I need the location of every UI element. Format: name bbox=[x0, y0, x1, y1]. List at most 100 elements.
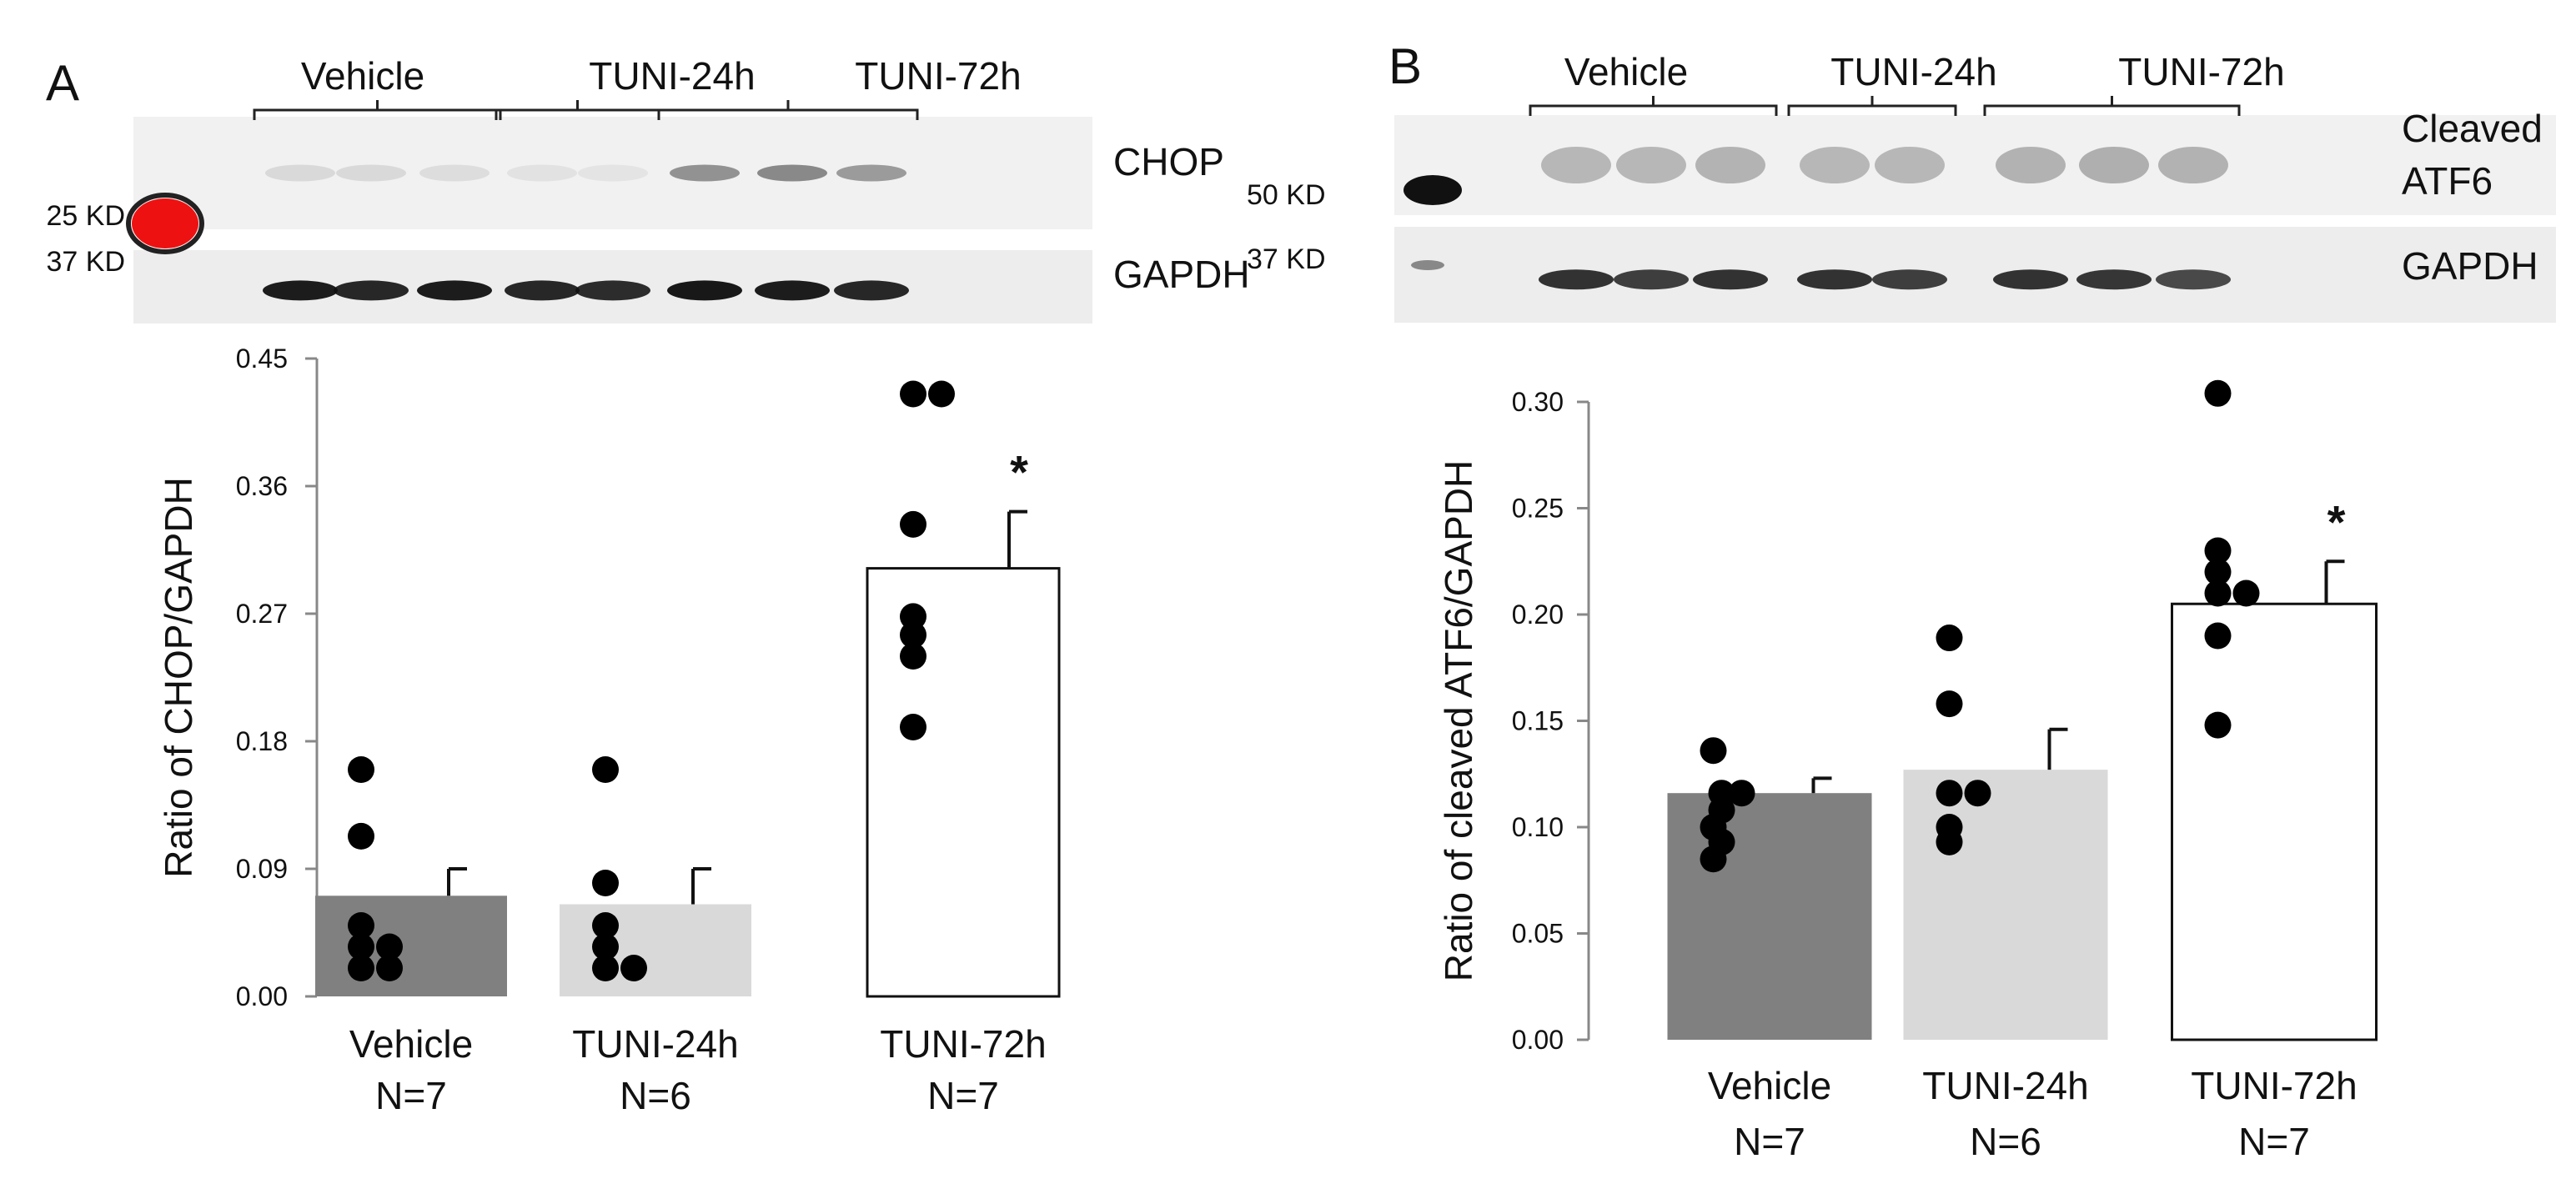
panel-letter: A bbox=[46, 55, 79, 111]
group-bracket bbox=[1529, 104, 1778, 116]
target-protein-label: ATF6 bbox=[2402, 159, 2493, 203]
loading-band bbox=[1797, 269, 1872, 290]
data-point bbox=[592, 912, 619, 939]
loading-band bbox=[575, 280, 650, 301]
loading-band bbox=[755, 280, 830, 301]
x-category-label: TUNI-24h bbox=[572, 1022, 738, 1066]
x-category-label: TUNI-24h bbox=[1922, 1064, 2088, 1107]
data-point bbox=[2204, 622, 2232, 650]
target-band bbox=[419, 164, 490, 182]
y-tick-label: 0.25 bbox=[1512, 494, 1564, 524]
sample-size-label: N=6 bbox=[620, 1074, 691, 1117]
ladder-marker-outline bbox=[126, 193, 204, 254]
loading-band bbox=[1693, 269, 1768, 290]
data-point bbox=[1728, 780, 1755, 807]
data-point bbox=[900, 643, 926, 670]
ladder-marker-band bbox=[1403, 175, 1462, 205]
data-point bbox=[2204, 559, 2232, 585]
y-tick-label: 0.15 bbox=[1512, 706, 1564, 736]
data-point bbox=[1964, 780, 1991, 807]
data-point bbox=[348, 822, 374, 850]
significance-marker: * bbox=[2327, 495, 2346, 548]
data-point bbox=[1936, 625, 1963, 652]
sample-size-label: N=7 bbox=[2238, 1120, 2310, 1163]
data-point bbox=[2204, 537, 2232, 564]
data-point bbox=[348, 933, 374, 961]
data-point bbox=[900, 510, 926, 538]
data-point bbox=[1700, 737, 1727, 765]
target-band bbox=[670, 164, 740, 182]
loading-band bbox=[1872, 269, 1947, 290]
target-blot-strip bbox=[1394, 115, 2556, 215]
data-point bbox=[348, 955, 374, 981]
panel-b: B Vehicle TUNI-24h TUNI-72h Cleaved ATF6 GAPDH… bbox=[1247, 38, 2556, 1163]
y-tick-label: 0.27 bbox=[236, 599, 288, 629]
target-band bbox=[578, 164, 648, 182]
y-tick-label: 0.30 bbox=[1512, 387, 1564, 417]
target-band bbox=[1800, 147, 1870, 183]
data-point bbox=[1700, 845, 1727, 873]
target-protein-label: Cleaved bbox=[2402, 107, 2543, 150]
data-point bbox=[348, 912, 374, 939]
data-point bbox=[900, 380, 926, 408]
target-mw-marker: 50 KD bbox=[1247, 179, 1326, 211]
y-tick-label: 0.20 bbox=[1512, 600, 1564, 630]
data-point bbox=[2204, 711, 2232, 739]
target-band bbox=[836, 164, 906, 182]
x-category-label: TUNI-72h bbox=[880, 1022, 1046, 1066]
data-point bbox=[2204, 379, 2232, 407]
data-point bbox=[592, 756, 619, 783]
data-point bbox=[592, 955, 619, 981]
data-point bbox=[900, 714, 926, 740]
loading-mw-marker: 37 KD bbox=[1247, 243, 1326, 275]
y-axis-label: Ratio of cleaved ATF6/GAPDH bbox=[1437, 460, 1480, 982]
loading-mw-marker: 37 KD bbox=[47, 246, 126, 278]
blot-group-label: TUNI-24h bbox=[1830, 50, 1996, 93]
y-tick-label: 0.45 bbox=[236, 344, 288, 374]
x-category-label: Vehicle bbox=[349, 1022, 473, 1066]
data-point bbox=[928, 380, 955, 408]
loading-band bbox=[505, 280, 580, 301]
target-band bbox=[336, 164, 406, 182]
bar bbox=[560, 904, 751, 996]
loading-control-label: GAPDH bbox=[1113, 253, 1250, 296]
sample-size-label: N=7 bbox=[375, 1074, 447, 1117]
sample-size-label: N=6 bbox=[1970, 1120, 2041, 1163]
target-mw-marker: 25 KD bbox=[47, 200, 126, 232]
loading-band bbox=[2076, 269, 2152, 290]
sample-size-label: N=7 bbox=[927, 1074, 999, 1117]
target-blot-strip bbox=[133, 117, 1092, 229]
y-axis-label: Ratio of CHOP/GAPDH bbox=[157, 477, 200, 878]
y-tick-label: 0.09 bbox=[236, 854, 288, 884]
target-band bbox=[507, 164, 577, 182]
data-point bbox=[2232, 579, 2260, 607]
loading-band bbox=[263, 280, 338, 301]
y-tick-label: 0.00 bbox=[1512, 1025, 1564, 1055]
blot-group-label: Vehicle bbox=[1564, 50, 1688, 93]
bar bbox=[1667, 793, 1872, 1040]
target-band bbox=[265, 164, 335, 182]
target-band bbox=[1875, 147, 1945, 183]
loading-band bbox=[334, 280, 409, 301]
data-point bbox=[376, 933, 403, 961]
bar bbox=[315, 896, 507, 996]
target-band bbox=[1616, 147, 1686, 183]
loading-band bbox=[2156, 269, 2231, 290]
x-category-label: TUNI-72h bbox=[2191, 1064, 2357, 1107]
bar bbox=[2171, 602, 2378, 1041]
bar bbox=[866, 567, 1061, 998]
target-band bbox=[2158, 147, 2228, 183]
y-tick-label: 0.36 bbox=[236, 471, 288, 501]
group-bracket bbox=[1787, 104, 1957, 116]
loading-band bbox=[417, 280, 492, 301]
group-bracket bbox=[1983, 104, 2241, 116]
sample-size-label: N=7 bbox=[1734, 1120, 1805, 1163]
data-point bbox=[900, 621, 926, 649]
y-tick-label: 0.05 bbox=[1512, 919, 1564, 949]
target-band bbox=[757, 164, 827, 182]
target-protein-label: CHOP bbox=[1113, 140, 1224, 183]
data-point bbox=[2204, 579, 2232, 607]
ladder-marker-band bbox=[1411, 260, 1444, 270]
significance-marker: * bbox=[1010, 446, 1028, 499]
